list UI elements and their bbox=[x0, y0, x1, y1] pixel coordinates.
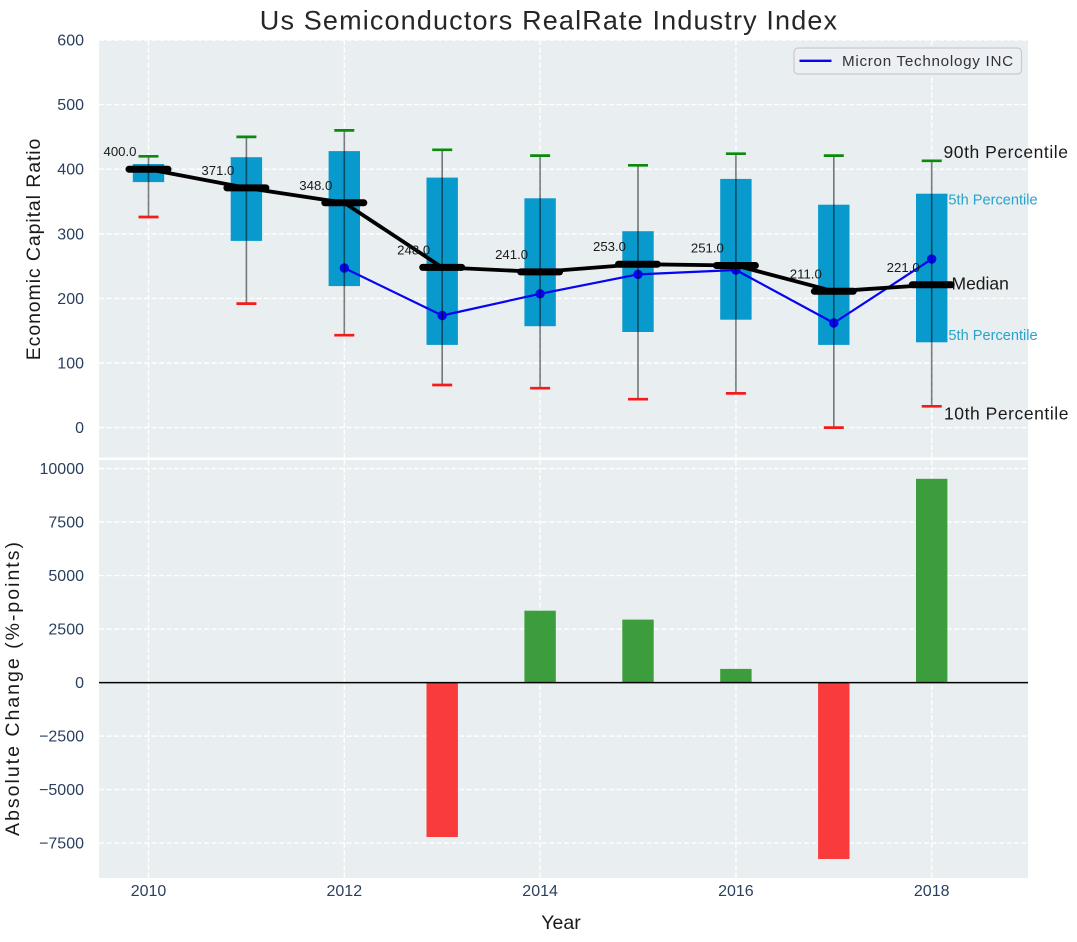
svg-text:Us Semiconductors RealRate Ind: Us Semiconductors RealRate Industry Inde… bbox=[260, 6, 838, 36]
svg-text:400.0: 400.0 bbox=[103, 144, 136, 159]
svg-text:300: 300 bbox=[57, 226, 84, 243]
svg-text:200: 200 bbox=[57, 291, 84, 308]
svg-text:253.0: 253.0 bbox=[593, 239, 626, 254]
svg-text:10000: 10000 bbox=[40, 461, 85, 478]
svg-text:371.0: 371.0 bbox=[201, 163, 234, 178]
svg-text:−7500: −7500 bbox=[39, 836, 84, 853]
svg-text:Micron Technology INC: Micron Technology INC bbox=[842, 53, 1014, 70]
svg-text:10th Percentile: 10th Percentile bbox=[944, 404, 1069, 424]
svg-text:Absolute Change (%-points): Absolute Change (%-points) bbox=[2, 540, 24, 836]
svg-text:0: 0 bbox=[75, 675, 84, 692]
svg-text:600: 600 bbox=[57, 33, 84, 50]
svg-text:241.0: 241.0 bbox=[495, 247, 528, 262]
svg-text:211.0: 211.0 bbox=[790, 266, 822, 281]
svg-text:−2500: −2500 bbox=[39, 729, 84, 746]
svg-text:5000: 5000 bbox=[48, 568, 84, 585]
svg-text:0: 0 bbox=[75, 420, 84, 437]
svg-text:2012: 2012 bbox=[327, 883, 363, 900]
svg-text:248.0: 248.0 bbox=[397, 242, 430, 257]
svg-text:90th Percentile: 90th Percentile bbox=[944, 142, 1069, 162]
svg-text:Economic Capital Ratio: Economic Capital Ratio bbox=[23, 138, 45, 360]
svg-text:−5000: −5000 bbox=[39, 782, 84, 799]
svg-text:400: 400 bbox=[57, 162, 84, 179]
svg-text:2500: 2500 bbox=[48, 622, 84, 639]
svg-text:2016: 2016 bbox=[718, 883, 754, 900]
svg-text:221.0: 221.0 bbox=[887, 260, 920, 275]
svg-text:2010: 2010 bbox=[131, 883, 167, 900]
svg-text:2014: 2014 bbox=[522, 883, 558, 900]
svg-text:500: 500 bbox=[57, 97, 84, 114]
svg-text:2018: 2018 bbox=[914, 883, 950, 900]
svg-text:25th Percentile: 25th Percentile bbox=[940, 328, 1037, 344]
svg-text:Year: Year bbox=[541, 912, 581, 934]
svg-text:Median: Median bbox=[952, 274, 1009, 294]
svg-text:251.0: 251.0 bbox=[691, 241, 724, 256]
svg-text:100: 100 bbox=[57, 356, 84, 373]
svg-text:75th Percentile: 75th Percentile bbox=[940, 193, 1037, 209]
svg-text:7500: 7500 bbox=[48, 515, 84, 532]
svg-text:348.0: 348.0 bbox=[299, 178, 332, 193]
